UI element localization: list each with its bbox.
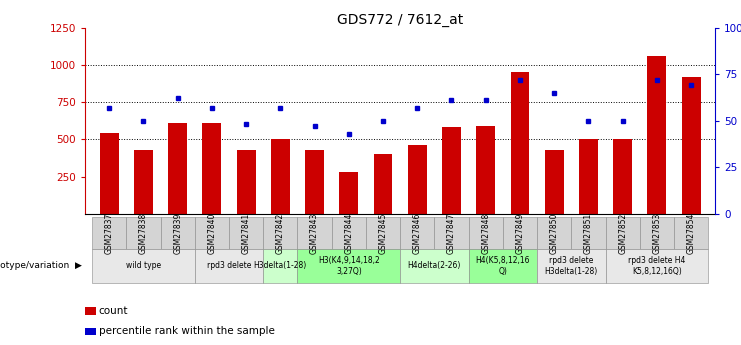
Text: rpd3 delete: rpd3 delete: [207, 262, 251, 270]
Text: percentile rank within the sample: percentile rank within the sample: [99, 326, 274, 336]
Text: GSM27847: GSM27847: [447, 213, 456, 254]
Text: GSM27837: GSM27837: [104, 213, 113, 254]
Text: GSM27843: GSM27843: [310, 213, 319, 254]
Bar: [476, 126, 495, 214]
Bar: [648, 56, 666, 214]
Bar: [332, 217, 366, 249]
Text: GSM27850: GSM27850: [550, 213, 559, 254]
Bar: [434, 217, 468, 249]
Bar: [545, 150, 564, 214]
Bar: [408, 145, 427, 214]
Text: GSM27854: GSM27854: [687, 213, 696, 254]
Text: GSM27851: GSM27851: [584, 213, 593, 254]
Text: GSM27848: GSM27848: [481, 213, 491, 254]
Bar: [468, 249, 537, 283]
Text: H3(K4,9,14,18,2
3,27Q): H3(K4,9,14,18,2 3,27Q): [318, 256, 379, 276]
Bar: [639, 217, 674, 249]
Bar: [400, 249, 468, 283]
Text: H4(K5,8,12,16
Q): H4(K5,8,12,16 Q): [476, 256, 530, 276]
Text: GSM27846: GSM27846: [413, 213, 422, 254]
Bar: [366, 217, 400, 249]
Text: count: count: [99, 306, 128, 315]
Bar: [537, 249, 605, 283]
Bar: [373, 154, 393, 214]
Bar: [674, 217, 708, 249]
Text: H4delta(2-26): H4delta(2-26): [408, 262, 461, 270]
Bar: [126, 217, 161, 249]
Bar: [614, 139, 632, 214]
Bar: [263, 249, 297, 283]
Text: GSM27840: GSM27840: [207, 213, 216, 254]
Text: GSM27839: GSM27839: [173, 213, 182, 254]
Bar: [503, 217, 537, 249]
Text: GSM27849: GSM27849: [516, 213, 525, 254]
Bar: [468, 217, 503, 249]
Bar: [92, 249, 195, 283]
Title: GDS772 / 7612_at: GDS772 / 7612_at: [337, 12, 463, 27]
Bar: [229, 217, 263, 249]
Bar: [511, 72, 529, 214]
Bar: [168, 123, 187, 214]
Bar: [400, 217, 434, 249]
Text: rpd3 delete H4
K5,8,12,16Q): rpd3 delete H4 K5,8,12,16Q): [628, 256, 685, 276]
Text: GSM27844: GSM27844: [345, 213, 353, 254]
Text: genotype/variation  ▶: genotype/variation ▶: [0, 262, 82, 270]
Text: GSM27842: GSM27842: [276, 213, 285, 254]
Bar: [605, 217, 639, 249]
Bar: [305, 150, 324, 214]
Bar: [537, 217, 571, 249]
Text: rpd3 delete
H3delta(1-28): rpd3 delete H3delta(1-28): [545, 256, 598, 276]
Bar: [579, 139, 598, 214]
Text: wild type: wild type: [126, 262, 161, 270]
Bar: [195, 217, 229, 249]
Bar: [297, 217, 332, 249]
Bar: [161, 217, 195, 249]
Text: GSM27838: GSM27838: [139, 213, 148, 254]
Bar: [236, 150, 256, 214]
Bar: [100, 134, 119, 214]
Bar: [571, 217, 605, 249]
Text: H3delta(1-28): H3delta(1-28): [253, 262, 307, 270]
Bar: [271, 139, 290, 214]
Bar: [202, 123, 222, 214]
Bar: [682, 77, 700, 214]
Bar: [442, 127, 461, 214]
Bar: [605, 249, 708, 283]
Text: GSM27841: GSM27841: [242, 213, 250, 254]
Bar: [195, 249, 263, 283]
Text: GSM27853: GSM27853: [652, 213, 662, 254]
Bar: [92, 217, 126, 249]
Bar: [134, 150, 153, 214]
Bar: [263, 217, 297, 249]
Bar: [297, 249, 400, 283]
Bar: [339, 172, 358, 214]
Text: GSM27852: GSM27852: [618, 213, 627, 254]
Text: GSM27845: GSM27845: [379, 213, 388, 254]
